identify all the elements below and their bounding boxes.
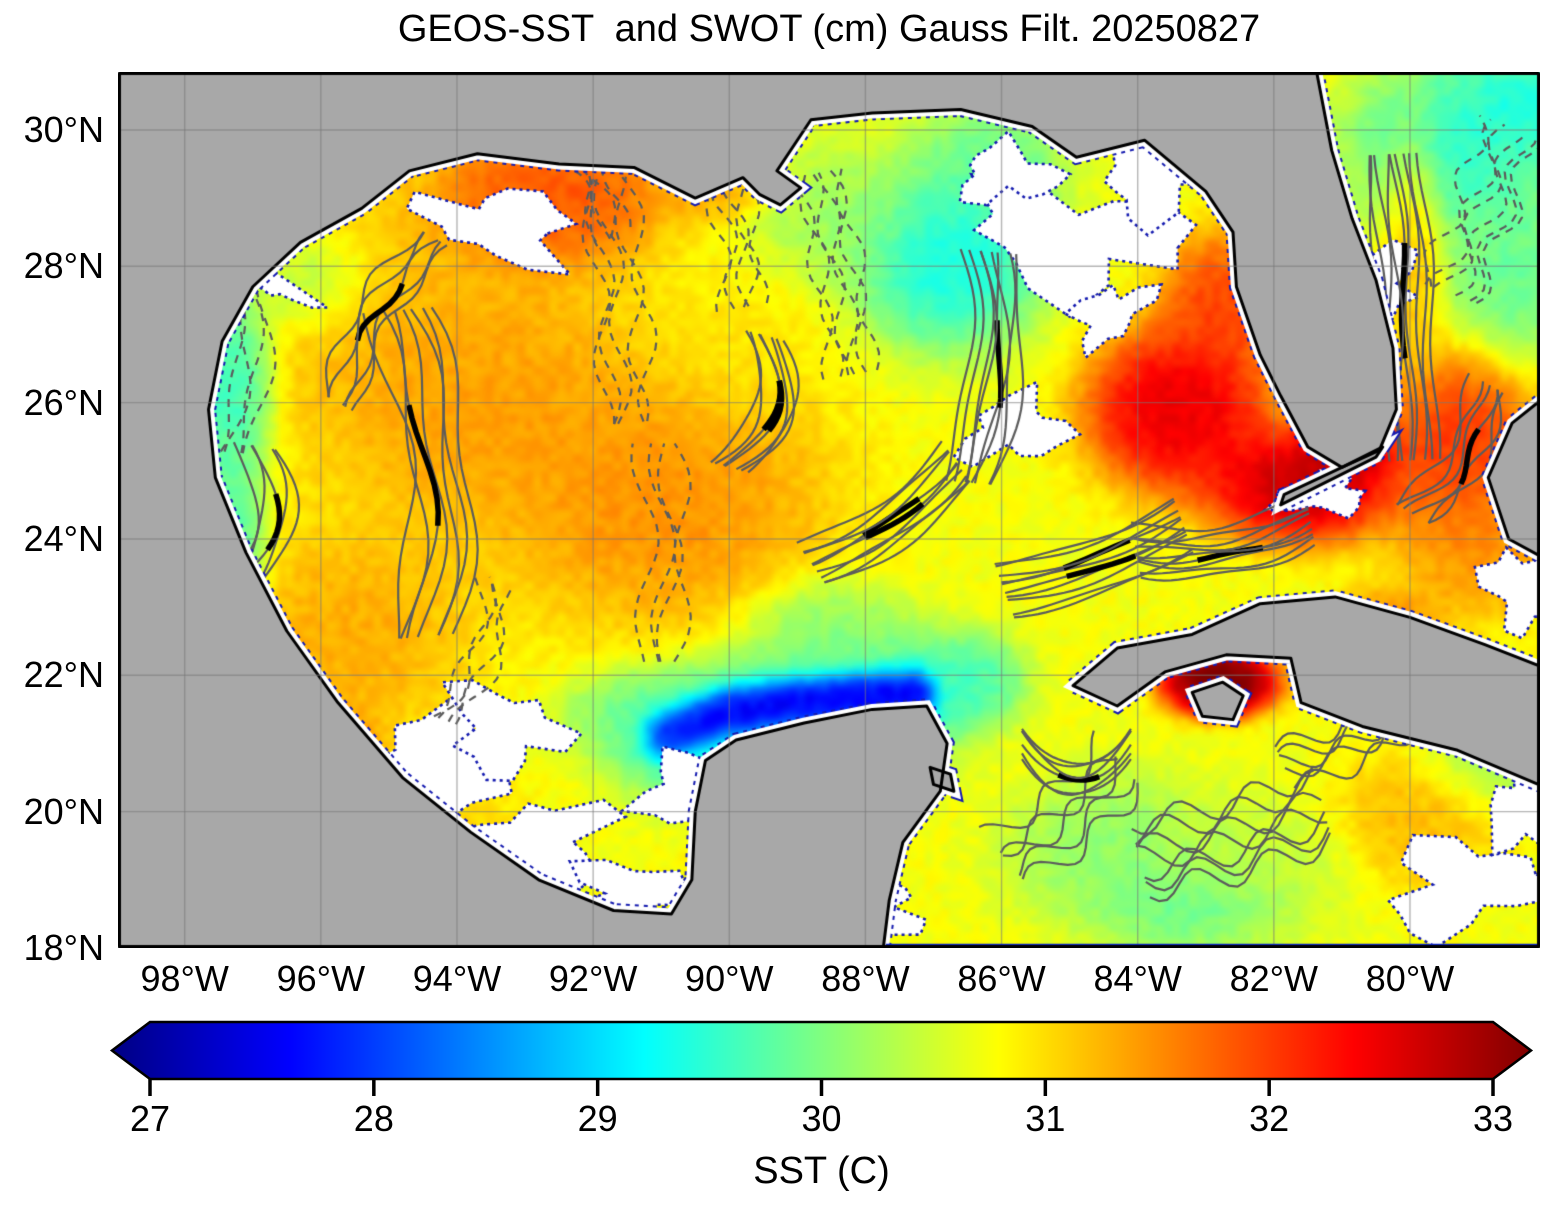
y-tick-label: 30°N — [23, 108, 104, 150]
plot-title: GEOS-SST and SWOT (cm) Gauss Filt. 20250… — [397, 8, 1261, 50]
x-tick-label: 98°W — [140, 958, 229, 999]
x-tick-label: 84°W — [1093, 958, 1182, 999]
x-tick-label: 80°W — [1365, 958, 1455, 999]
x-tick-label: 92°W — [548, 958, 638, 999]
x-tick-label: 88°W — [821, 958, 910, 999]
x-tick-label: 82°W — [1229, 958, 1319, 999]
colorbar-gradient — [109, 1020, 1534, 1081]
colorbar-title: SST (C) — [753, 1150, 890, 1192]
sst-map-canvas — [118, 72, 1540, 948]
y-tick-label: 24°N — [23, 517, 104, 559]
x-tick-label: 90°W — [685, 958, 774, 999]
colorbar — [109, 1020, 1534, 1096]
x-tick-label: 94°W — [412, 958, 502, 999]
y-tick-label: 20°N — [23, 790, 104, 832]
x-tick-label: 86°W — [957, 958, 1046, 999]
y-tick-label: 28°N — [23, 245, 104, 287]
y-tick-label: 18°N — [23, 927, 104, 968]
x-tick-label: 96°W — [276, 958, 366, 999]
y-tick-label: 22°N — [23, 654, 104, 696]
y-tick-label: 26°N — [23, 381, 104, 423]
